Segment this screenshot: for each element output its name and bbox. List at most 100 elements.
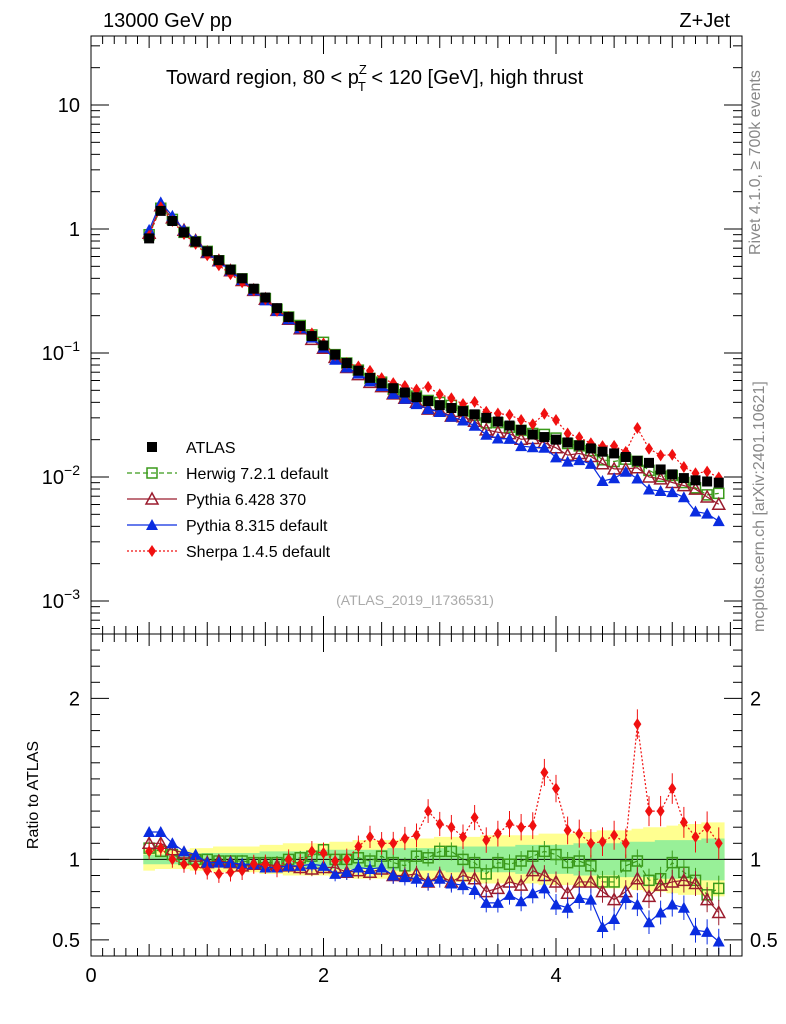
atlas-data-point [516, 424, 527, 435]
ratio-series-point [653, 877, 668, 891]
x-tick-label: 4 [550, 965, 561, 987]
ratio-series-point [540, 766, 549, 779]
ratio-series-point [319, 846, 328, 859]
main-tick-label: 10−1 [42, 338, 80, 365]
ratio-series-point [168, 853, 177, 866]
main-series-point [711, 496, 727, 510]
ratio-series-point [550, 848, 562, 861]
atlas-data-point [434, 400, 445, 411]
ratio-series-point [712, 935, 725, 947]
ratio-series-point [703, 821, 712, 834]
atlas-data-point [213, 255, 224, 266]
rivet-label: Rivet 4.1.0, ≥ 700k events [747, 70, 764, 255]
ratio-series-point [166, 837, 179, 849]
ratio-series-point [445, 845, 458, 858]
ratio-series-point [691, 830, 700, 843]
ratio-right-tick-label: 0.5 [750, 930, 778, 952]
main-series-point [561, 455, 574, 467]
ratio-series-point [538, 882, 551, 894]
ratio-series-point [212, 856, 225, 868]
header-left: 13000 GeV pp [103, 10, 232, 32]
atlas-data-point [620, 451, 631, 462]
ratio-series-point [666, 898, 679, 910]
ratio-series-point [143, 826, 156, 838]
main-series-point [656, 449, 665, 462]
ratio-series-point [317, 859, 330, 871]
main-series-point [596, 475, 609, 487]
ratio-series-point [561, 856, 574, 869]
ratio-series-point [584, 893, 597, 905]
main-series-point [584, 457, 597, 469]
ratio-series-point [631, 898, 644, 910]
atlas-data-point [283, 312, 294, 323]
atlas-data-point [504, 420, 515, 431]
ratio-series-point [643, 916, 655, 928]
ratio-panel-marks [91, 709, 742, 955]
main-series-point [550, 451, 562, 463]
ratio-series-point [307, 845, 316, 858]
ratio-series-point [699, 892, 715, 906]
ratio-series-point [633, 718, 642, 731]
main-series-point [470, 395, 479, 408]
atlas-data-point [341, 358, 352, 369]
legend-label: Pythia 8.315 default [186, 518, 328, 535]
main-series-point [540, 407, 549, 420]
main-series-point [503, 432, 516, 444]
atlas-data-point [446, 403, 457, 414]
ratio-series-point [154, 826, 167, 838]
ratio-series-point [284, 853, 293, 866]
atlas-data-point [237, 273, 248, 284]
atlas-data-point [667, 469, 678, 480]
ratio-series-point [596, 921, 609, 933]
ratio-series-point [610, 829, 619, 842]
ratio-series-point [422, 875, 435, 887]
ratio-series-point [631, 855, 644, 867]
main-series-point [688, 481, 703, 495]
ratio-series-point [575, 827, 584, 840]
ratio-series-point [366, 830, 374, 843]
main-series-point [666, 486, 679, 498]
main-series-point [528, 418, 537, 431]
ratio-series-point [424, 805, 433, 818]
ratio-series-point [656, 805, 665, 818]
ratio-series-point [571, 874, 587, 888]
atlas-data-point [202, 246, 213, 257]
main-series-point [422, 403, 435, 415]
atlas-data-point [481, 412, 492, 423]
main-series-point [668, 448, 677, 461]
legend-label: Herwig 7.2.1 default [186, 466, 329, 483]
ratio-series-point [526, 887, 539, 899]
atlas-data-point [272, 303, 282, 314]
ratio-series-point [459, 830, 467, 843]
ratio-right-tick-label: 2 [750, 688, 761, 710]
ratio-series-point [513, 877, 529, 891]
ratio-series-point [621, 837, 630, 850]
ratio-series-point [224, 856, 237, 868]
legend-label: Sherpa 1.4.5 default [186, 544, 331, 561]
atlas-data-point [376, 378, 387, 389]
atlas-data-point [527, 429, 538, 440]
main-series-point [712, 515, 725, 527]
atlas-data-point [144, 233, 155, 244]
ratio-series-point [573, 855, 585, 867]
ratio-series-point [364, 863, 376, 875]
main-series-point [435, 388, 444, 401]
ratio-series-line [148, 724, 720, 875]
main-series-point [689, 505, 702, 517]
main-series-point [526, 441, 539, 453]
atlas-data-point [179, 227, 189, 238]
main-tick-label: 10−2 [42, 462, 80, 489]
atlas-data-point [690, 475, 701, 486]
ratio-ylabel: Ratio to ATLAS [25, 741, 42, 849]
ratio-series-point [180, 858, 188, 871]
x-tick-label: 2 [318, 965, 329, 987]
ratio-series-point [630, 871, 645, 885]
ratio-series-point [457, 853, 469, 866]
atlas-data-point [562, 437, 573, 448]
ratio-series-point [178, 845, 190, 857]
ratio-series-point [410, 850, 423, 862]
ratio-series-point [493, 827, 502, 840]
atlas-data-point [539, 432, 550, 443]
ratio-series-point [515, 855, 527, 867]
main-series-point [677, 491, 690, 503]
